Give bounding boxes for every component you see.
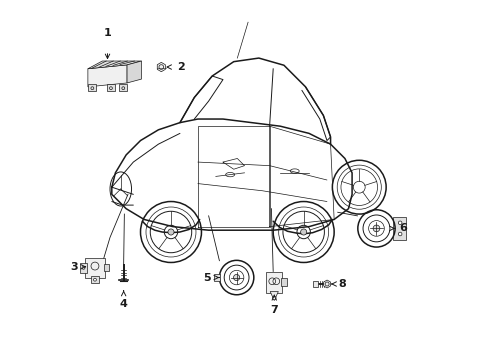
Polygon shape <box>157 62 165 72</box>
Text: 7: 7 <box>270 305 278 315</box>
Circle shape <box>398 221 401 225</box>
Bar <box>281 278 286 286</box>
Text: 3: 3 <box>70 262 78 272</box>
Polygon shape <box>270 292 278 301</box>
Circle shape <box>167 229 174 235</box>
Text: 6: 6 <box>399 224 407 233</box>
Polygon shape <box>88 65 127 87</box>
Circle shape <box>372 225 379 232</box>
Bar <box>88 84 96 91</box>
Bar <box>107 84 115 91</box>
FancyBboxPatch shape <box>90 276 99 283</box>
Text: 5: 5 <box>203 273 210 283</box>
Text: 4: 4 <box>120 299 127 309</box>
FancyBboxPatch shape <box>85 258 104 278</box>
Circle shape <box>398 232 401 236</box>
Text: 2: 2 <box>177 62 184 72</box>
Circle shape <box>300 229 306 235</box>
Bar <box>312 281 317 287</box>
Polygon shape <box>88 61 141 69</box>
Circle shape <box>82 266 85 269</box>
Polygon shape <box>127 61 141 83</box>
Circle shape <box>93 278 96 281</box>
FancyBboxPatch shape <box>392 217 405 240</box>
Bar <box>103 264 108 271</box>
Circle shape <box>233 274 239 281</box>
FancyBboxPatch shape <box>80 263 87 273</box>
Circle shape <box>272 296 276 300</box>
Bar <box>119 84 127 91</box>
FancyBboxPatch shape <box>266 272 282 293</box>
Text: 8: 8 <box>338 279 346 289</box>
Text: 1: 1 <box>103 28 111 39</box>
Bar <box>213 274 220 281</box>
Polygon shape <box>323 280 330 288</box>
